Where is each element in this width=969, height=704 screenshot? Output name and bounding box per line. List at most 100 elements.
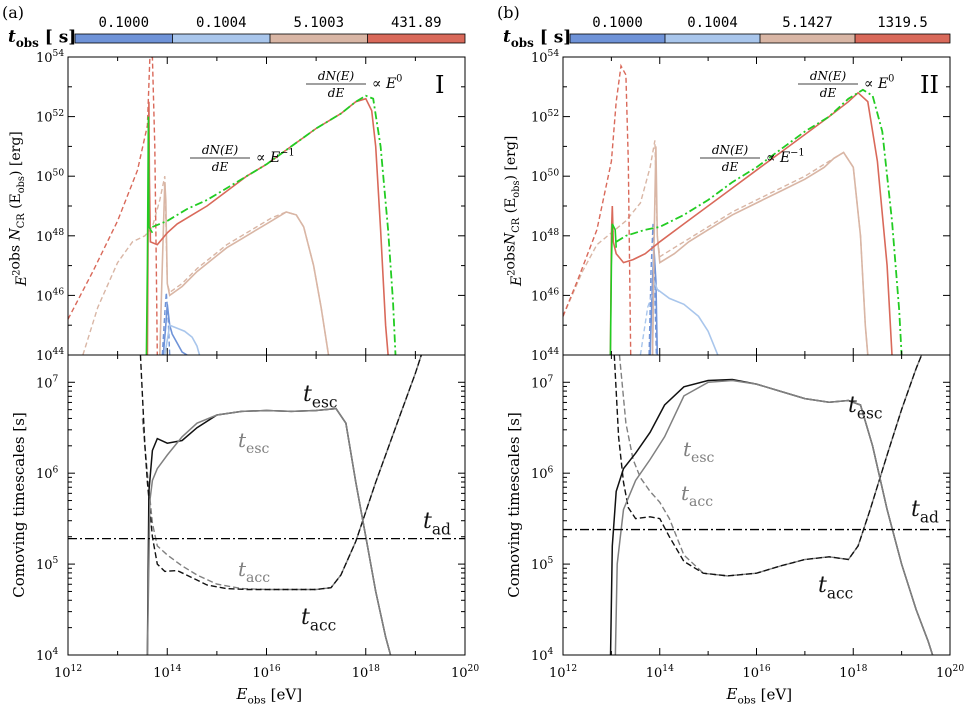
ytick-label: 1050	[531, 168, 559, 185]
top-axes-frame	[67, 56, 466, 356]
series-green-dashed-line	[615, 88, 903, 355]
annotation-denominator: dE	[212, 160, 229, 174]
colorbar-segment	[75, 34, 173, 43]
annotation-numerator: dN(E)	[810, 69, 847, 83]
series-green-solid-line	[609, 223, 617, 355]
ytick-label: 1052	[531, 109, 559, 126]
ytick-label: 1044	[531, 347, 559, 364]
colorbar-value: 0.1000	[592, 15, 643, 31]
t-esc-grey-line	[614, 379, 934, 655]
series-0.1004-solid-line	[164, 324, 201, 355]
annotation-proportional: ∝ E0	[372, 74, 402, 92]
colorbar-segment	[665, 34, 760, 43]
top-series-group	[563, 63, 903, 355]
series-green-solid-line	[145, 116, 154, 355]
series-0.1000-dashed-line	[648, 223, 658, 355]
label-t-acc-grey: tacc	[681, 481, 713, 510]
panel-label: (b)	[497, 3, 520, 22]
colorbar-value: 1319.5	[877, 15, 928, 31]
ytick-label: 107	[36, 374, 59, 391]
ytick-label: 1048	[531, 228, 559, 245]
series-0.1000-solid-line	[162, 304, 188, 355]
t-acc-grey-line	[141, 355, 423, 591]
xtick-label: 1012	[549, 664, 577, 681]
annotation-denominator: dE	[820, 86, 837, 100]
ytick-label: 1054	[36, 49, 64, 66]
colorbar-value: 0.1000	[98, 15, 149, 31]
xtick-label: 1012	[54, 664, 82, 681]
panel-roman-label: I	[435, 71, 444, 99]
top-ylabel: E2obsNCR (Eobs) [erg]	[503, 136, 525, 287]
annotation-slope-zero: dN(E) dE ∝ E0	[798, 69, 894, 100]
xtick-label: 1014	[153, 664, 181, 681]
panel-a: (a) tobs [ s] 0.1000 0.1004 5.1003 431.89 1044…	[2, 3, 479, 704]
ytick-label: 1054	[531, 49, 559, 66]
colorbar-value: 0.1004	[196, 15, 247, 31]
panel-roman-label: II	[920, 71, 939, 99]
ytick-label: 1050	[36, 168, 64, 185]
ytick-label: 1048	[36, 228, 64, 245]
t-acc-black-line	[613, 355, 923, 577]
series-5.1003-solid-line	[159, 182, 330, 355]
label-t-ad: tad	[423, 509, 451, 539]
annotation-numerator: dN(E)	[712, 143, 749, 157]
label-t-esc-grey: tesc	[238, 428, 270, 457]
colorbar-value: 0.1004	[687, 15, 738, 31]
ytick-label: 1046	[36, 288, 64, 305]
t-acc-black-line	[139, 355, 423, 591]
ytick-label: 1052	[36, 109, 64, 126]
colorbar-label: tobs [ s]	[503, 27, 571, 50]
ytick-label: 107	[531, 374, 554, 391]
label-t-esc-black: tesc	[848, 393, 882, 423]
annotation-proportional: ∝ E−1	[766, 148, 805, 166]
top-series-group	[68, 57, 397, 355]
series-431.89-solid-line	[146, 97, 389, 355]
panel-b: (b) tobs [ s] 0.1000 0.1004 5.1427 1319.5 1044…	[497, 3, 964, 704]
colorbar-segment	[760, 34, 855, 43]
colorbar-label: tobs [ s]	[8, 27, 76, 50]
label-t-acc-black: tacc	[818, 573, 853, 603]
bottom-series-group	[68, 355, 465, 655]
colorbar-segment	[570, 34, 665, 43]
label-t-ad: tad	[911, 497, 939, 527]
annotation-proportional: ∝ E−1	[256, 148, 295, 166]
annotation-denominator: dE	[722, 160, 739, 174]
xtick-label: 1018	[352, 664, 380, 681]
xtick-label: 1016	[253, 664, 281, 681]
xtick-label: 1018	[839, 664, 867, 681]
t-esc-black-line	[146, 407, 392, 655]
bottom-series-group	[563, 355, 950, 655]
label-t-esc-grey: tesc	[683, 437, 715, 466]
colorbar-segment	[367, 34, 465, 43]
label-t-acc-black: tacc	[301, 605, 336, 635]
series-5.1427-solid-line	[651, 146, 869, 355]
annotation-slope-minus1: dN(E) dE ∝ E−1	[190, 143, 295, 174]
ytick-label: 104	[36, 647, 59, 664]
colorbar-segment	[172, 34, 270, 43]
series-431.89-dashed-line	[68, 57, 158, 355]
annotation-slope-minus1: dN(E) dE ∝ E−1	[700, 143, 805, 174]
top-axes-frame	[562, 56, 951, 356]
ytick-label: 106	[531, 465, 554, 482]
ytick-label: 1046	[531, 288, 559, 305]
colorbar-value: 5.1427	[782, 15, 833, 31]
bottom-axes-frame	[562, 354, 951, 656]
series-1319.5-dashed-line	[563, 63, 632, 355]
series-0.1000-dashed-line	[161, 292, 171, 355]
xtick-label: 1020	[936, 664, 964, 681]
top-ylabel: E2obs NCR (Eobs) [erg]	[8, 131, 30, 287]
xlabel: Eobs [eV]	[726, 685, 793, 704]
xlabel: Eobs [eV]	[236, 685, 303, 704]
xtick-label: 1020	[451, 664, 479, 681]
ytick-label: 106	[36, 465, 59, 482]
annotation-denominator: dE	[328, 86, 345, 100]
colorbar-value: 5.1003	[293, 15, 344, 31]
ytick-label: 104	[531, 647, 554, 664]
series-green-dashed-line	[152, 94, 397, 355]
bottom-ylabel: Comoving timescales [s]	[10, 412, 28, 598]
t-esc-grey-line	[146, 407, 392, 655]
series-0.1004-solid-line	[651, 280, 719, 355]
colorbar-segment	[270, 34, 368, 43]
xtick-label: 1014	[646, 664, 674, 681]
